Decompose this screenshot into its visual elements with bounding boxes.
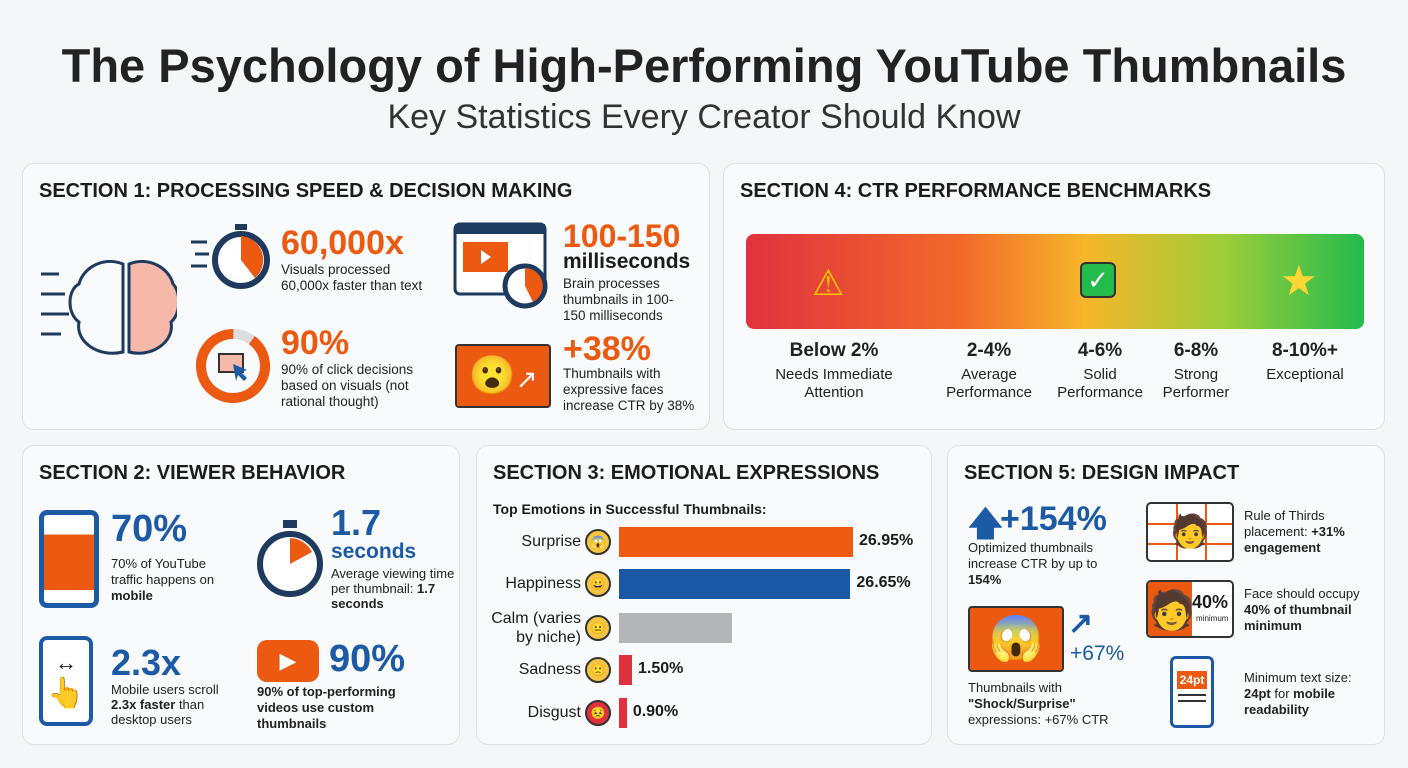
stat-desc: Mobile users scroll 2.3x faster than des… [111,682,219,727]
stopwatch-icon [257,520,323,597]
bar-category-label: Calm (varies by niche) [491,610,581,646]
stat-desc: Optimized thumbnails increase CTR by up … [968,540,1098,587]
emoji-icon: 😱 [585,529,611,555]
chart-title: Top Emotions in Successful Thumbnails: [493,501,767,517]
bar-value-label: 26.65% [856,574,911,591]
stat-value: 1.7 [331,502,382,543]
bar [619,527,853,557]
brain-icon [41,260,177,355]
stat-desc: Minimum text size: 24pt for mobile reada… [1244,670,1352,717]
stat-unit: seconds [331,540,417,563]
stat-value: 100-150 [563,218,681,254]
stat-desc: 90% of top-performing videos use custom … [257,684,396,731]
phone-text-size-icon: 24pt [1170,656,1214,728]
youtube-play-icon: ▶ [257,640,319,682]
stat-value: 90% [329,638,406,680]
stat-desc: Brain processes thumbnails in 100-150 mi… [563,276,674,323]
star-icon: ★ [1280,257,1318,304]
stat-value: +67% [1070,642,1125,665]
section-title: SECTION 2: VIEWER BEHAVIOR [39,462,346,484]
donut-click-icon [196,329,270,403]
stat-desc: Thumbnails with "Shock/Surprise" express… [968,680,1109,727]
bar [619,655,633,685]
section-design-impact: SECTION 5: DESIGN IMPACT 🡅 +154% Optimiz… [947,445,1385,745]
emoji-icon: 😀 [585,571,611,597]
bar-value-label: 0.90% [632,703,679,720]
diagonal-arrow-icon: ↗ [1068,607,1094,640]
surprised-face-icon: 😮↗ [455,344,551,408]
bar [619,569,851,599]
stat-desc: Thumbnails with expressive faces increas… [563,366,695,413]
stopwatch-icon [191,224,270,289]
section-title: SECTION 4: CTR PERFORMANCE BENCHMARKS [740,180,1212,202]
section-title: SECTION 3: EMOTIONAL EXPRESSIONS [493,462,880,484]
stat-desc: 70% of YouTube traffic happens on mobile [111,556,215,603]
rule-of-thirds-icon: 🧑 [1146,502,1234,562]
stat-value: 60,000x [281,224,404,262]
page-subtitle: Key Statistics Every Creator Should Know [387,98,1021,136]
ctr-gradient-bar [746,234,1364,329]
bar-value-label: 26.95% [859,532,914,549]
stat-desc: Rule of Thirds placement: +31% engagemen… [1244,508,1345,555]
bar-value-label: 1.50% [638,660,684,677]
browser-stopwatch-icon [453,222,548,309]
stat-unit: milliseconds [563,250,691,273]
bar [619,613,732,643]
shocked-face-thumbnail: 😱 [968,606,1064,672]
stat-desc: 90% of click decisions based on visuals … [281,362,414,409]
page-title: The Psychology of High-Performing YouTub… [61,39,1347,92]
bar-category-label: Happiness [505,575,581,592]
stat-value: 2.3x [111,642,182,683]
warning-icon: ⚠ [812,262,845,303]
face-occupy-icon: 🧑 40% minimum [1146,580,1234,638]
emoji-icon: 🙁 [585,657,611,683]
benchmark-8-10: 8-10%+ Exceptional [1266,340,1344,383]
up-arrow-icon: 🡅 [968,505,1003,543]
benchmark-2-4: 2-4% Average Performance [946,340,1032,401]
emoji-icon: 😣 [585,700,611,726]
stat-value: 90% [281,324,350,362]
emotions-bar-chart: Surprise 😱 26.95% Happiness 😀 26.65% Calm (var… [477,446,933,746]
section-viewer-behavior: SECTION 2: VIEWER BEHAVIOR 70% 70% of Yo… [22,445,460,745]
section-ctr-benchmarks: SECTION 4: CTR PERFORMANCE BENCHMARKS ⚠ … [723,163,1385,430]
checkmark-icon: ✓ [1080,262,1116,298]
stat-value: +38% [563,330,651,368]
bar-category-label: Disgust [527,704,581,721]
emoji-icon: 😐 [585,615,611,641]
stat-desc: Average viewing time per thumbnail: 1.7 … [331,566,455,611]
benchmark-below-2: Below 2% Needs Immediate Attention [775,340,893,401]
stat-value: +154% [1000,500,1107,538]
benchmark-6-8: 6-8% Strong Performer [1162,340,1230,401]
benchmark-4-6: 4-6% Solid Performance [1057,340,1143,401]
section-title: SECTION 1: PROCESSING SPEED & DECISION M… [39,180,573,202]
section-title: SECTION 5: DESIGN IMPACT [964,462,1240,484]
bar-category-label: Sadness [518,661,581,678]
section-processing-speed: SECTION 1: PROCESSING SPEED & DECISION M… [22,163,710,430]
bar-category-label: Surprise [521,533,581,550]
stat-desc: Face should occupy 40% of thumbnail mini… [1244,586,1360,633]
phone-icon [39,510,99,608]
stat-desc: Visuals processed 60,000x faster than te… [281,262,423,293]
phone-scroll-icon: ↔ 👆 [39,636,93,726]
section-emotional-expressions: SECTION 3: EMOTIONAL EXPRESSIONS Top Emo… [476,445,932,745]
bar [619,698,627,728]
stat-value: 70% [111,508,188,550]
